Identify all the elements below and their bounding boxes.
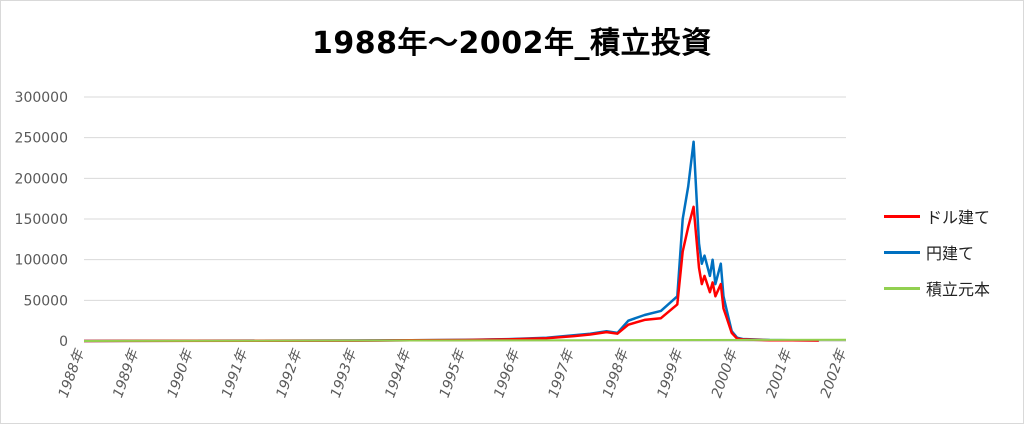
x-tick-label: 1996年 xyxy=(491,346,524,400)
chart-legend: ドル建て 円建て 積立元本 xyxy=(884,198,1024,306)
y-tick-label: 100000 xyxy=(15,253,68,269)
x-tick-label: 1997年 xyxy=(546,346,579,400)
y-tick-label: 200000 xyxy=(15,171,68,187)
x-tick-label: 1993年 xyxy=(328,346,361,400)
series-line xyxy=(83,338,847,342)
legend-label-principal: 積立元本 xyxy=(926,280,991,299)
x-tick-label: 2001年 xyxy=(763,346,796,400)
x-tick-label: 2002年 xyxy=(818,346,851,400)
legend-item-principal: 積立元本 xyxy=(884,270,1024,306)
x-tick-label: 2000年 xyxy=(709,346,742,400)
y-tick-label: 50000 xyxy=(23,293,68,309)
x-tick-label: 1990年 xyxy=(165,346,198,400)
legend-label-jpy: 円建て xyxy=(926,244,975,263)
y-tick-label: 250000 xyxy=(15,131,68,147)
series-line xyxy=(83,205,819,343)
x-tick-label: 1994年 xyxy=(382,346,415,400)
legend-swatch-usd xyxy=(884,214,920,218)
x-tick-label: 1995年 xyxy=(437,346,470,400)
legend-swatch-principal xyxy=(884,286,920,290)
series-line xyxy=(83,140,819,343)
y-tick-label: 0 xyxy=(59,334,68,350)
x-tick-label: 1988年 xyxy=(56,346,89,400)
y-tick-label: 300000 xyxy=(15,90,68,106)
x-tick-label: 1998年 xyxy=(600,346,633,400)
legend-item-usd: ドル建て xyxy=(884,198,1024,234)
legend-swatch-jpy xyxy=(884,250,920,254)
legend-item-jpy: 円建て xyxy=(884,234,1024,270)
legend-label-usd: ドル建て xyxy=(926,208,991,227)
x-tick-label: 1992年 xyxy=(273,346,306,400)
y-tick-label: 150000 xyxy=(15,212,68,228)
x-tick-label: 1999年 xyxy=(654,346,687,400)
x-tick-label: 1991年 xyxy=(219,346,252,400)
chart-title: 1988年～2002年_積立投資 xyxy=(312,26,712,61)
x-tick-label: 1989年 xyxy=(110,346,143,400)
